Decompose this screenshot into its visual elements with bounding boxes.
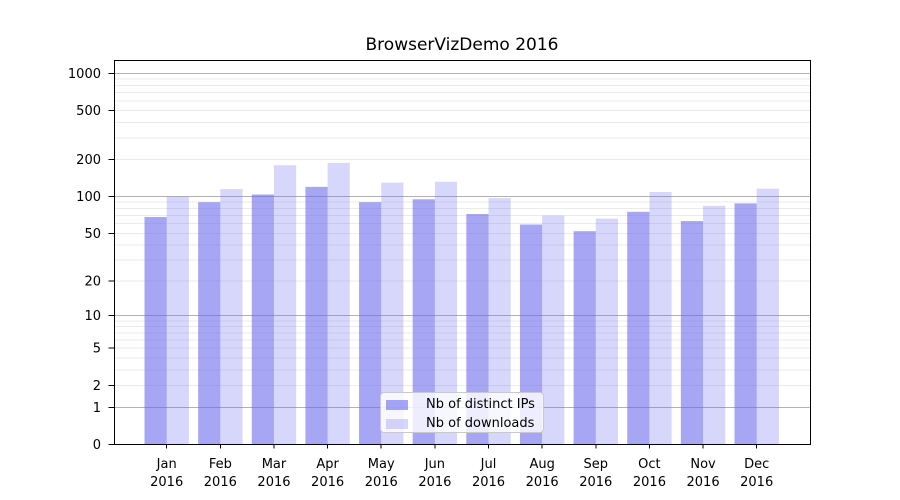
bar bbox=[359, 202, 382, 445]
x-tick-label-month: Jun bbox=[424, 457, 445, 472]
bar bbox=[220, 189, 243, 445]
bar bbox=[595, 218, 618, 445]
x-tick-label-month: Nov bbox=[690, 457, 716, 472]
x-tick-label-month: Oct bbox=[638, 457, 660, 472]
x-tick-label-month: Jan bbox=[156, 457, 177, 472]
x-tick-label-month: Mar bbox=[262, 457, 287, 472]
x-tick-label-month: Apr bbox=[316, 457, 339, 472]
legend-item-distinct-ips: Nb of distinct IPs bbox=[386, 395, 543, 414]
y-tick-label: 0 bbox=[93, 438, 101, 453]
bar bbox=[649, 191, 672, 445]
bar bbox=[488, 198, 511, 445]
y-tick-label: 50 bbox=[84, 227, 101, 242]
x-tick-label-month: Aug bbox=[529, 457, 554, 472]
bar bbox=[466, 214, 489, 445]
x-tick-label-year: 2016 bbox=[526, 475, 559, 490]
series-distinct-ips bbox=[144, 186, 757, 445]
bar bbox=[573, 231, 596, 445]
bar bbox=[412, 199, 435, 445]
chart-title: BrowserVizDemo 2016 bbox=[365, 35, 559, 55]
bar bbox=[627, 211, 650, 445]
y-tick-label: 500 bbox=[76, 104, 101, 119]
bar bbox=[305, 186, 328, 445]
bar bbox=[198, 202, 221, 445]
y-tick-label: 1000 bbox=[68, 67, 101, 82]
x-tick-label-month: Feb bbox=[209, 457, 232, 472]
y-tick-label: 1 bbox=[93, 401, 101, 416]
legend: Nb of distinct IPs Nb of downloads bbox=[380, 392, 544, 433]
y-tick-label: 10 bbox=[84, 309, 101, 324]
bar bbox=[381, 182, 404, 445]
bar bbox=[434, 181, 458, 445]
x-tick-label-month: May bbox=[368, 457, 395, 472]
x-tick-label-year: 2016 bbox=[418, 475, 451, 490]
legend-swatch-distinct-ips bbox=[386, 399, 408, 410]
legend-item-downloads: Nb of downloads bbox=[386, 414, 543, 433]
series-downloads bbox=[166, 162, 779, 445]
x-tick-label-month: Sep bbox=[584, 457, 609, 472]
bar bbox=[144, 217, 167, 445]
x-tick-label-year: 2016 bbox=[687, 475, 720, 490]
x-tick-label-year: 2016 bbox=[740, 475, 773, 490]
x-tick-label-year: 2016 bbox=[633, 475, 666, 490]
y-axis: 0 1 2 5 10 20 50 100 200 500 1000 bbox=[68, 67, 115, 453]
x-tick-label-year: 2016 bbox=[311, 475, 344, 490]
x-tick-label-year: 2016 bbox=[579, 475, 612, 490]
bar bbox=[756, 188, 779, 445]
bar bbox=[251, 194, 274, 445]
bar bbox=[734, 203, 757, 445]
x-tick-label-year: 2016 bbox=[150, 475, 183, 490]
x-tick-label-year: 2016 bbox=[365, 475, 398, 490]
bar bbox=[327, 162, 350, 445]
plot-border bbox=[114, 60, 811, 445]
y-tick-label: 5 bbox=[93, 342, 101, 357]
bar bbox=[273, 165, 297, 445]
x-tick-label-year: 2016 bbox=[204, 475, 237, 490]
bar bbox=[166, 196, 189, 445]
bar bbox=[519, 224, 543, 445]
x-axis: Jan 2016 Feb 2016 Mar 2016 Apr 2016 May 2016 Jun 20… bbox=[150, 444, 773, 490]
x-tick-label-year: 2016 bbox=[257, 475, 290, 490]
y-tick-label: 100 bbox=[76, 190, 101, 205]
bar bbox=[680, 221, 704, 445]
legend-label-downloads: Nb of downloads bbox=[426, 416, 535, 431]
legend-label-distinct-ips: Nb of distinct IPs bbox=[426, 397, 535, 412]
bar bbox=[703, 205, 726, 445]
y-tick-label: 2 bbox=[93, 379, 101, 394]
x-tick-label-year: 2016 bbox=[472, 475, 505, 490]
y-tick-label: 20 bbox=[84, 274, 101, 289]
x-tick-label-month: Jul bbox=[480, 457, 497, 472]
y-tick-label: 200 bbox=[76, 153, 101, 168]
x-tick-label-month: Dec bbox=[744, 457, 769, 472]
bar bbox=[542, 215, 565, 445]
legend-swatch-downloads bbox=[386, 418, 408, 429]
